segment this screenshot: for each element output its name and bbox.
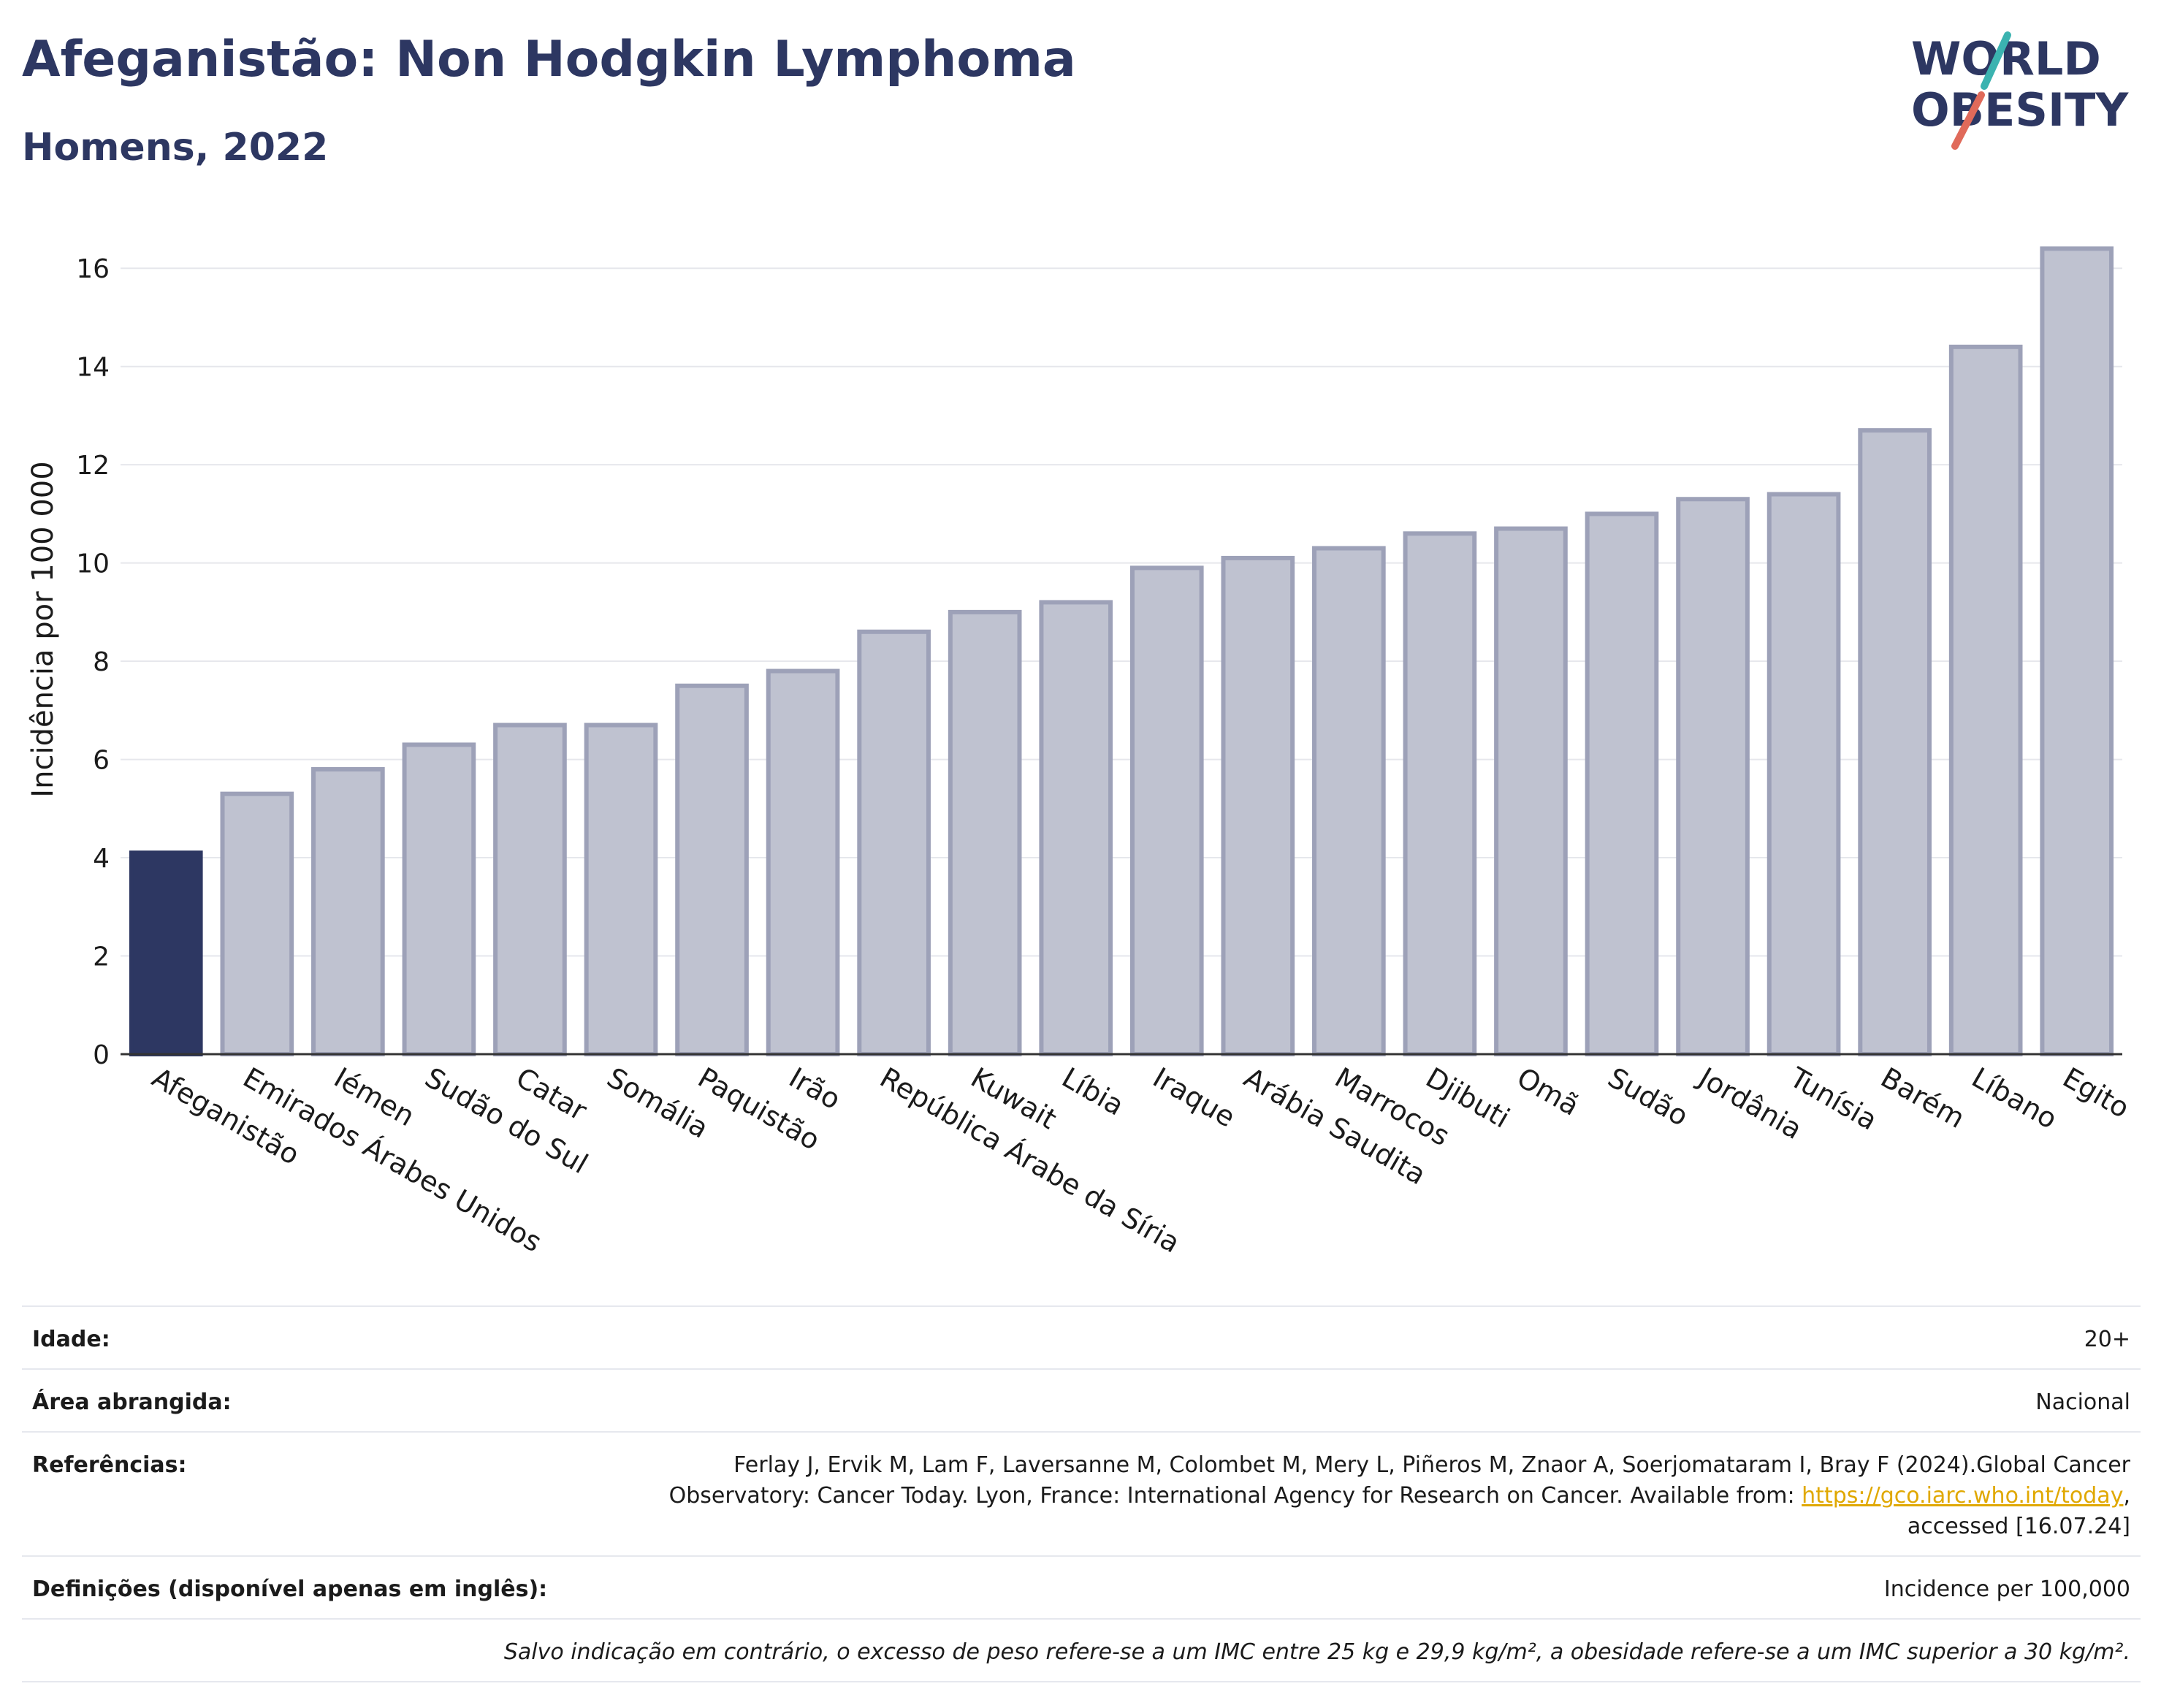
bar (493, 723, 567, 1057)
info-row-note: Salvo indicação em contrário, o excesso … (22, 1618, 2141, 1682)
x-tick-label: Líbano (1967, 1061, 2063, 1135)
references-label: Referências: (22, 1431, 627, 1556)
definitions-label: Definições (disponível apenas em inglês)… (22, 1555, 627, 1619)
definitions-value: Incidence per 100,000 (627, 1555, 2141, 1619)
bar (1039, 600, 1113, 1056)
y-axis-label: Incidência por 100 000 (26, 461, 60, 797)
y-tick-label: 16 (76, 254, 110, 284)
references-text: Ferlay J, Ervik M, Lam F, Laversanne M, … (668, 1452, 2130, 1509)
bar (766, 668, 840, 1056)
x-tick-label: Irão (784, 1061, 847, 1116)
info-table: Idade: 20+ Área abrangida: Nacional Refe… (22, 1305, 2141, 1682)
bar (1766, 492, 1841, 1056)
bar (675, 683, 749, 1056)
x-tick-label: Líbia (1056, 1061, 1129, 1122)
y-tick-label: 2 (93, 942, 110, 972)
y-tick-label: 8 (93, 647, 110, 677)
x-tick-label: Barém (1875, 1061, 1970, 1135)
logo-slash-teal (1981, 31, 2011, 90)
bar (311, 767, 385, 1056)
y-tick-label: 10 (76, 549, 110, 579)
logo-line2: OBESITY (1911, 83, 2129, 137)
bar (402, 742, 476, 1057)
y-tick-label: 12 (76, 451, 110, 481)
bar (1676, 497, 1750, 1056)
world-obesity-logo: WORLD OBESITY (1911, 31, 2129, 150)
bars (129, 246, 2114, 1057)
area-value: Nacional (627, 1368, 2141, 1432)
bar (857, 629, 931, 1056)
x-tick-label: Omã (1512, 1061, 1585, 1122)
bar (2040, 246, 2114, 1056)
bmi-note: Salvo indicação em contrário, o excesso … (22, 1618, 2141, 1682)
bar (1221, 555, 1295, 1056)
x-tick-label: Somália (602, 1061, 714, 1145)
bar (584, 723, 658, 1057)
area-label: Área abrangida: (22, 1368, 627, 1432)
y-tick-label: 6 (93, 746, 110, 776)
references-link[interactable]: https://gco.iarc.who.int/today (1802, 1483, 2124, 1509)
bar (1129, 565, 1204, 1056)
bar (1858, 428, 1932, 1056)
y-axis-ticks: 0 2 4 6 8 10 12 14 16 (76, 254, 110, 1070)
bar (1403, 531, 1477, 1056)
info-row-references: Referências: Ferlay J, Ervik M, Lam F, L… (22, 1431, 2141, 1556)
bar (948, 609, 1022, 1056)
info-row-definitions: Definições (disponível apenas em inglês)… (22, 1555, 2141, 1619)
x-tick-label: Sudão (1603, 1061, 1694, 1133)
age-label: Idade: (22, 1305, 627, 1369)
chart-title: Afeganistão: Non Hodgkin Lymphoma (22, 31, 1076, 88)
references-value: Ferlay J, Ervik M, Lam F, Laversanne M, … (627, 1431, 2141, 1556)
y-tick-label: 0 (93, 1040, 110, 1070)
x-tick-label: Egito (2057, 1061, 2135, 1125)
bar (1494, 526, 1568, 1056)
info-row-area: Área abrangida: Nacional (22, 1368, 2141, 1432)
age-value: 20+ (627, 1305, 2141, 1369)
y-tick-label: 14 (76, 353, 110, 383)
bar (1312, 546, 1386, 1056)
x-tick-label: Jordânia (1692, 1061, 1807, 1145)
info-row-age: Idade: 20+ (22, 1305, 2141, 1369)
chart-subtitle: Homens, 2022 (22, 126, 329, 169)
bar (1948, 344, 2023, 1056)
bar (220, 791, 294, 1056)
bar (129, 850, 203, 1057)
y-tick-label: 4 (93, 844, 110, 874)
references-tail: , accessed [16.07.24] (1907, 1483, 2130, 1539)
logo-slash-red (1951, 91, 1985, 150)
x-tick-label: Iraque (1148, 1061, 1240, 1134)
bar (1585, 511, 1659, 1056)
